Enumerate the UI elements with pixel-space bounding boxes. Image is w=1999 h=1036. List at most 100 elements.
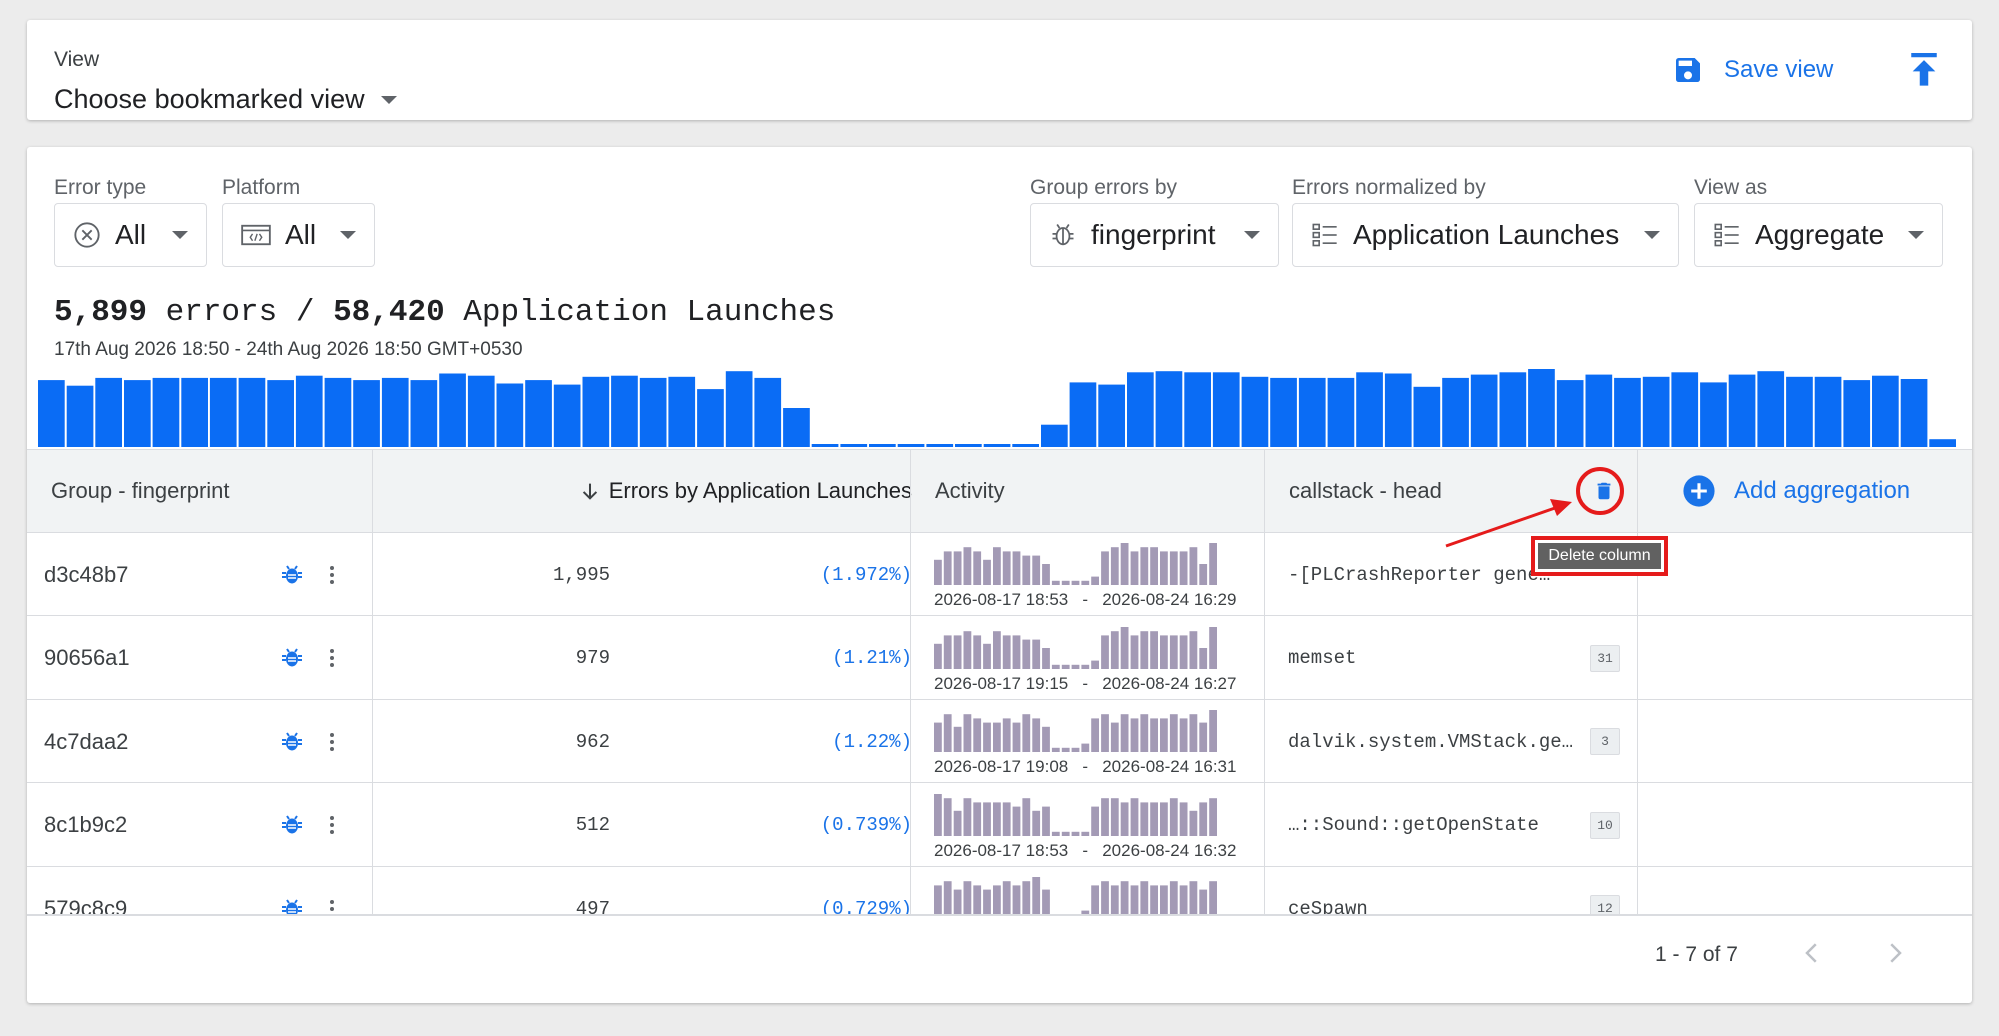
issue-button[interactable] bbox=[280, 533, 304, 615]
add-aggregation-button[interactable]: Add aggregation bbox=[1682, 450, 1910, 532]
sparkline-bar bbox=[1140, 630, 1149, 669]
bookmarked-view-label: Choose bookmarked view bbox=[54, 84, 365, 114]
sparkline-bar bbox=[1061, 747, 1070, 752]
histogram-bar bbox=[1757, 371, 1785, 447]
sparkline-bar bbox=[1160, 634, 1168, 669]
bookmarked-view-dropdown[interactable]: Choose bookmarked view bbox=[54, 84, 397, 115]
error-histogram[interactable] bbox=[38, 369, 1958, 447]
next-page-button[interactable] bbox=[1880, 935, 1910, 976]
histogram-bar bbox=[1642, 376, 1670, 447]
sparkline-bar bbox=[1209, 881, 1217, 914]
sparkline-bar bbox=[1130, 551, 1139, 585]
view-as-select[interactable]: Aggregate bbox=[1694, 203, 1943, 267]
histogram-bar bbox=[295, 375, 323, 447]
histogram-bar bbox=[467, 375, 495, 447]
sparkline-bar bbox=[1189, 714, 1198, 752]
fingerprint-id[interactable]: 579c8c9 bbox=[44, 895, 128, 915]
sparkline-bar bbox=[1022, 555, 1031, 585]
fingerprint-id[interactable]: 4c7daa2 bbox=[44, 728, 129, 754]
bug-icon bbox=[282, 815, 302, 834]
histogram-bar bbox=[582, 376, 610, 447]
more-options-button[interactable] bbox=[327, 533, 337, 615]
sparkline-bar bbox=[1140, 547, 1149, 585]
issue-button[interactable] bbox=[280, 784, 304, 866]
histogram-bar bbox=[1470, 374, 1498, 447]
sparkline-bar bbox=[1022, 797, 1031, 836]
sparkline-bar bbox=[1189, 547, 1198, 585]
sparkline-bar bbox=[1081, 580, 1090, 585]
more-options-button[interactable] bbox=[327, 784, 337, 866]
sparkline-bar bbox=[973, 551, 982, 585]
histogram-bar bbox=[1041, 424, 1068, 447]
histogram-bar bbox=[1614, 377, 1641, 447]
delete-column-tooltip: Delete column bbox=[1531, 536, 1668, 576]
table-row[interactable]: d3c48b7 1,995 (1.972%) 2026-08-17 18:53 … bbox=[27, 533, 1972, 616]
more-options-button[interactable] bbox=[327, 867, 337, 914]
sparkline-bar bbox=[993, 547, 1001, 585]
table-row[interactable]: 579c8c9 497 (0.729%) ceSpawn 12 bbox=[27, 867, 1972, 915]
platform-select[interactable]: All bbox=[222, 203, 375, 267]
more-vert-icon bbox=[330, 816, 334, 834]
histogram-bar bbox=[1127, 372, 1154, 447]
platform-value: All bbox=[285, 219, 317, 250]
activity-sparkline bbox=[934, 710, 1217, 752]
histogram-bar bbox=[1499, 372, 1527, 447]
histogram-bar bbox=[1356, 372, 1383, 447]
sparkline-bar bbox=[1042, 564, 1050, 585]
more-options-button[interactable] bbox=[327, 700, 337, 782]
table-row[interactable]: 90656a1 979 (1.21%) 2026-08-17 19:15 - 2… bbox=[27, 617, 1972, 700]
previous-page-button[interactable] bbox=[1797, 935, 1827, 976]
sparkline-bar bbox=[1022, 881, 1031, 914]
issue-button[interactable] bbox=[280, 700, 304, 782]
fingerprint-id[interactable]: 8c1b9c2 bbox=[44, 812, 128, 837]
histogram-bar bbox=[66, 385, 94, 447]
error-type-select[interactable]: All bbox=[54, 203, 207, 267]
sparkline-bar bbox=[1169, 797, 1178, 836]
activity-date-range: 2026-08-17 18:53 - 2026-08-24 16:29 bbox=[934, 590, 1237, 609]
issue-button[interactable] bbox=[280, 867, 304, 914]
normalized-by-label: Errors normalized by bbox=[1292, 176, 1486, 199]
sparkline-bar bbox=[1081, 831, 1090, 836]
histogram-bar bbox=[983, 444, 1011, 447]
histogram-bar bbox=[381, 377, 409, 447]
issue-button[interactable] bbox=[280, 617, 304, 699]
sparkline-bar bbox=[953, 551, 962, 585]
activity-sparkline bbox=[934, 877, 1217, 914]
sparkline-bar bbox=[1012, 722, 1021, 752]
activity-date-range: 2026-08-17 19:08 - 2026-08-24 16:31 bbox=[934, 757, 1237, 776]
save-view-button[interactable]: Save view bbox=[1672, 50, 1833, 90]
publish-button[interactable] bbox=[1907, 50, 1941, 95]
sparkline-bar bbox=[1120, 543, 1129, 585]
error-count: 497 bbox=[575, 897, 610, 915]
errors-column-header[interactable]: Errors by Application Launches bbox=[539, 450, 912, 532]
error-count: 962 bbox=[575, 730, 610, 753]
sparkline-bar bbox=[1051, 831, 1060, 836]
fingerprint-id[interactable]: d3c48b7 bbox=[44, 561, 129, 587]
sparkline-bar bbox=[963, 797, 972, 836]
fingerprint-id[interactable]: 90656a1 bbox=[44, 645, 130, 670]
histogram-bar bbox=[95, 377, 122, 447]
sparkline-bar bbox=[1160, 801, 1168, 836]
sparkline-bar bbox=[993, 801, 1001, 836]
group-by-select[interactable]: fingerprint bbox=[1030, 203, 1279, 267]
tooltip-text: Delete column bbox=[1538, 543, 1661, 569]
histogram-bar bbox=[1843, 380, 1871, 447]
histogram-bar bbox=[1384, 373, 1412, 447]
sparkline-bar bbox=[983, 643, 991, 669]
normalized-by-select[interactable]: Application Launches bbox=[1292, 203, 1679, 267]
sparkline-bar bbox=[1130, 797, 1139, 836]
more-options-button[interactable] bbox=[327, 617, 337, 699]
histogram-bar bbox=[955, 444, 982, 447]
group-column-header[interactable]: Group - fingerprint bbox=[51, 478, 230, 503]
sparkline-bar bbox=[1169, 634, 1178, 669]
delete-column-button[interactable] bbox=[1593, 450, 1615, 532]
save-icon bbox=[1676, 58, 1700, 82]
table-row[interactable]: 4c7daa2 962 (1.22%) 2026-08-17 19:08 - 2… bbox=[27, 700, 1972, 783]
sparkline-bar bbox=[1071, 747, 1080, 752]
table-row[interactable]: 8c1b9c2 512 (0.739%) 2026-08-17 18:53 - … bbox=[27, 784, 1972, 867]
sparkline-bar bbox=[1199, 564, 1208, 585]
histogram-bar bbox=[324, 377, 352, 447]
activity-sparkline bbox=[934, 793, 1217, 836]
sparkline-bar bbox=[1091, 718, 1099, 752]
histogram-bar bbox=[353, 380, 380, 447]
